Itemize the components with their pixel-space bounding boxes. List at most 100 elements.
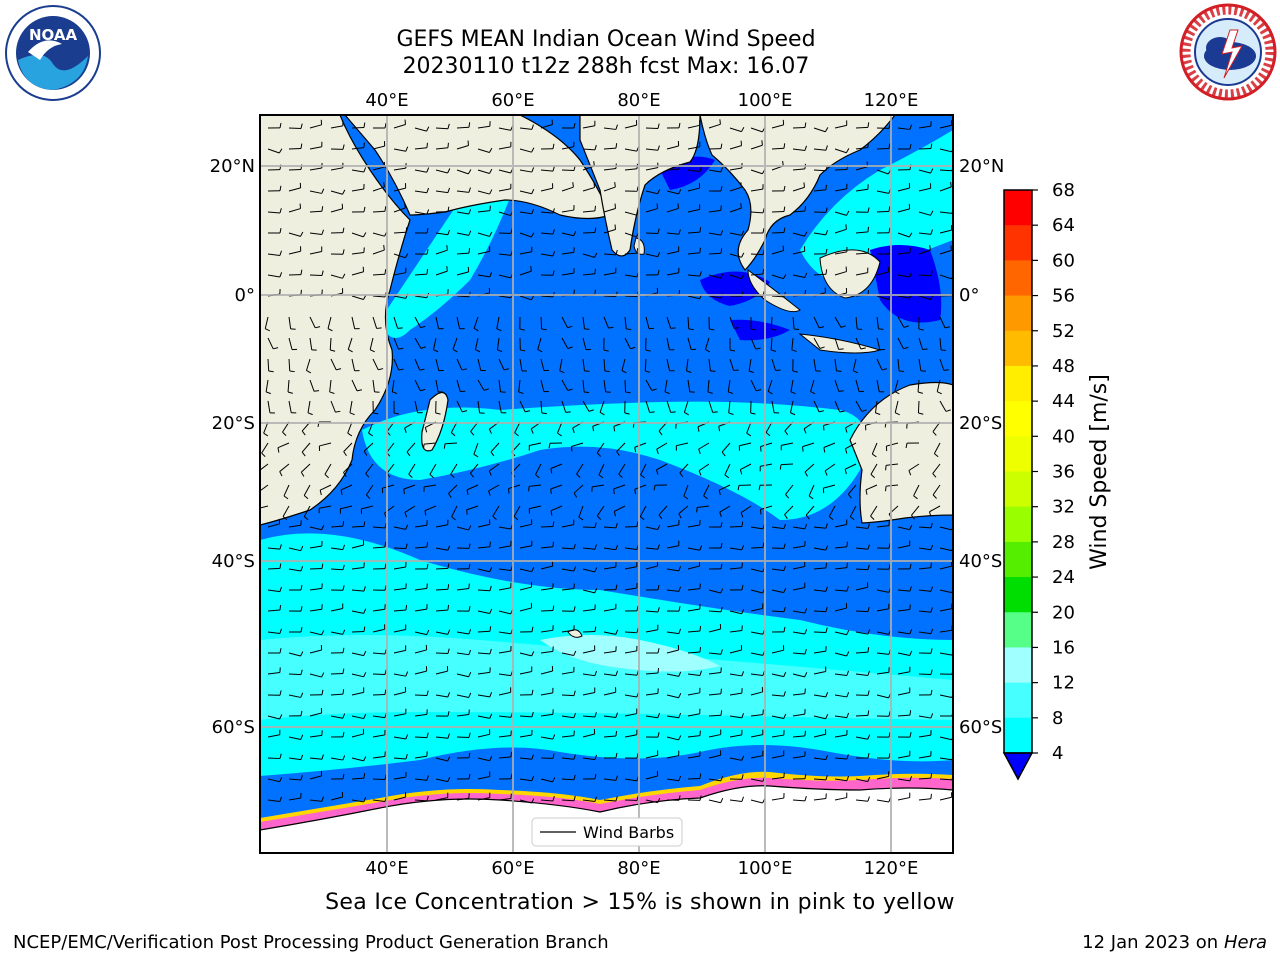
wind-barb [456,190,469,193]
wind-barb [561,652,574,657]
wind-barb-flag [720,185,723,192]
wind-barb [393,547,407,550]
wind-barb-flag [488,428,492,434]
wind-barb [550,505,563,512]
wind-barb [792,186,805,192]
wind-barb [750,778,763,782]
wind-barb [573,484,584,494]
wind-barb [351,544,364,549]
wind-barb [582,316,585,329]
wind-barb-flag [451,516,456,521]
wind-barb-flag [397,327,403,329]
wind-barb [330,167,343,171]
wind-barb-flag [741,755,745,761]
wind-barb-flag [657,584,660,590]
wind-barb [666,736,679,741]
wind-barb [470,463,479,474]
wind-barb [918,187,931,192]
wind-barb-flag [466,509,468,515]
wind-barb-flag [721,451,726,457]
wind-barb [309,545,322,549]
wind-barb-flag [363,672,367,678]
wind-barb [404,505,416,513]
wind-barb [309,734,322,738]
wind-barb [513,505,521,517]
wind-barb-flag [424,510,427,516]
wind-barb [393,148,406,152]
wind-barb [414,147,427,150]
wind-barb [645,629,658,633]
wind-barb-flag [881,368,887,371]
wind-barb-flag [492,515,497,521]
colorbar-segment [1004,682,1032,719]
wind-barb [309,379,315,392]
wind-barb-flag [779,464,782,470]
wind-barb [750,127,763,133]
wind-barb [393,691,406,696]
wind-barb-flag [594,626,597,632]
wind-barb-flag [909,563,912,570]
wind-barb-flag [279,753,282,759]
wind-barb [897,358,900,371]
wind-barb-flag [888,711,891,717]
wind-barb [624,316,627,329]
wind-barb [908,463,920,471]
wind-barb [288,316,292,329]
wind-barb [267,589,280,593]
wind-barb [939,274,952,280]
wind-barb-flag [531,775,535,781]
wind-barb-flag [565,411,571,413]
wind-barb [729,692,742,696]
wind-barb-flag [573,606,576,612]
wind-barb-flag [825,229,829,236]
wind-barb-flag [825,184,827,190]
wind-barb [897,714,911,717]
lon-label-bottom: 100°E [738,858,793,879]
colorbar-tick-label: 56 [1052,286,1075,307]
wind-barb [813,650,826,654]
wind-barb-flag [448,493,452,498]
wind-barb-flag [279,796,283,802]
wind-barb-flag [342,755,346,761]
wind-barb [939,124,952,129]
wind-barb [645,253,658,258]
wind-barb-flag [567,388,573,392]
wind-barb [624,148,637,152]
wind-barb [267,715,280,720]
wind-barb [750,526,763,530]
wind-barb [855,526,868,529]
wind-barb-flag [321,525,325,530]
wind-barb [519,251,532,255]
wind-barb-flag [475,349,481,353]
wind-barb [834,358,837,371]
wind-barb-flag [300,231,304,237]
wind-barb-flag [783,523,787,529]
wind-barb [408,463,416,475]
wind-barb-flag [531,689,534,695]
wind-barb [414,295,427,299]
wind-barb [519,270,532,276]
wind-barb-flag [657,524,661,530]
wind-barb-flag [319,490,322,496]
wind-barb-flag [468,649,472,655]
wind-barb-flag [384,541,387,548]
wind-barb-flag [530,266,532,272]
wind-barb [571,442,584,447]
wind-barb [603,379,607,392]
wind-barb [603,358,606,372]
wind-barb [393,316,399,329]
wind-barb [624,694,637,698]
wind-barb-flag [657,544,660,550]
wind-barb [466,505,479,511]
wind-barb [729,207,742,213]
wind-barb [540,713,553,717]
wind-barb [414,273,428,276]
wind-barb [393,124,406,129]
wind-barb [939,652,952,656]
wind-barb [372,145,385,150]
wind-barb [267,778,280,783]
wind-barb [645,565,658,570]
wind-barb [498,587,511,591]
wind-barb [894,400,899,413]
wind-barb-flag [282,516,288,521]
